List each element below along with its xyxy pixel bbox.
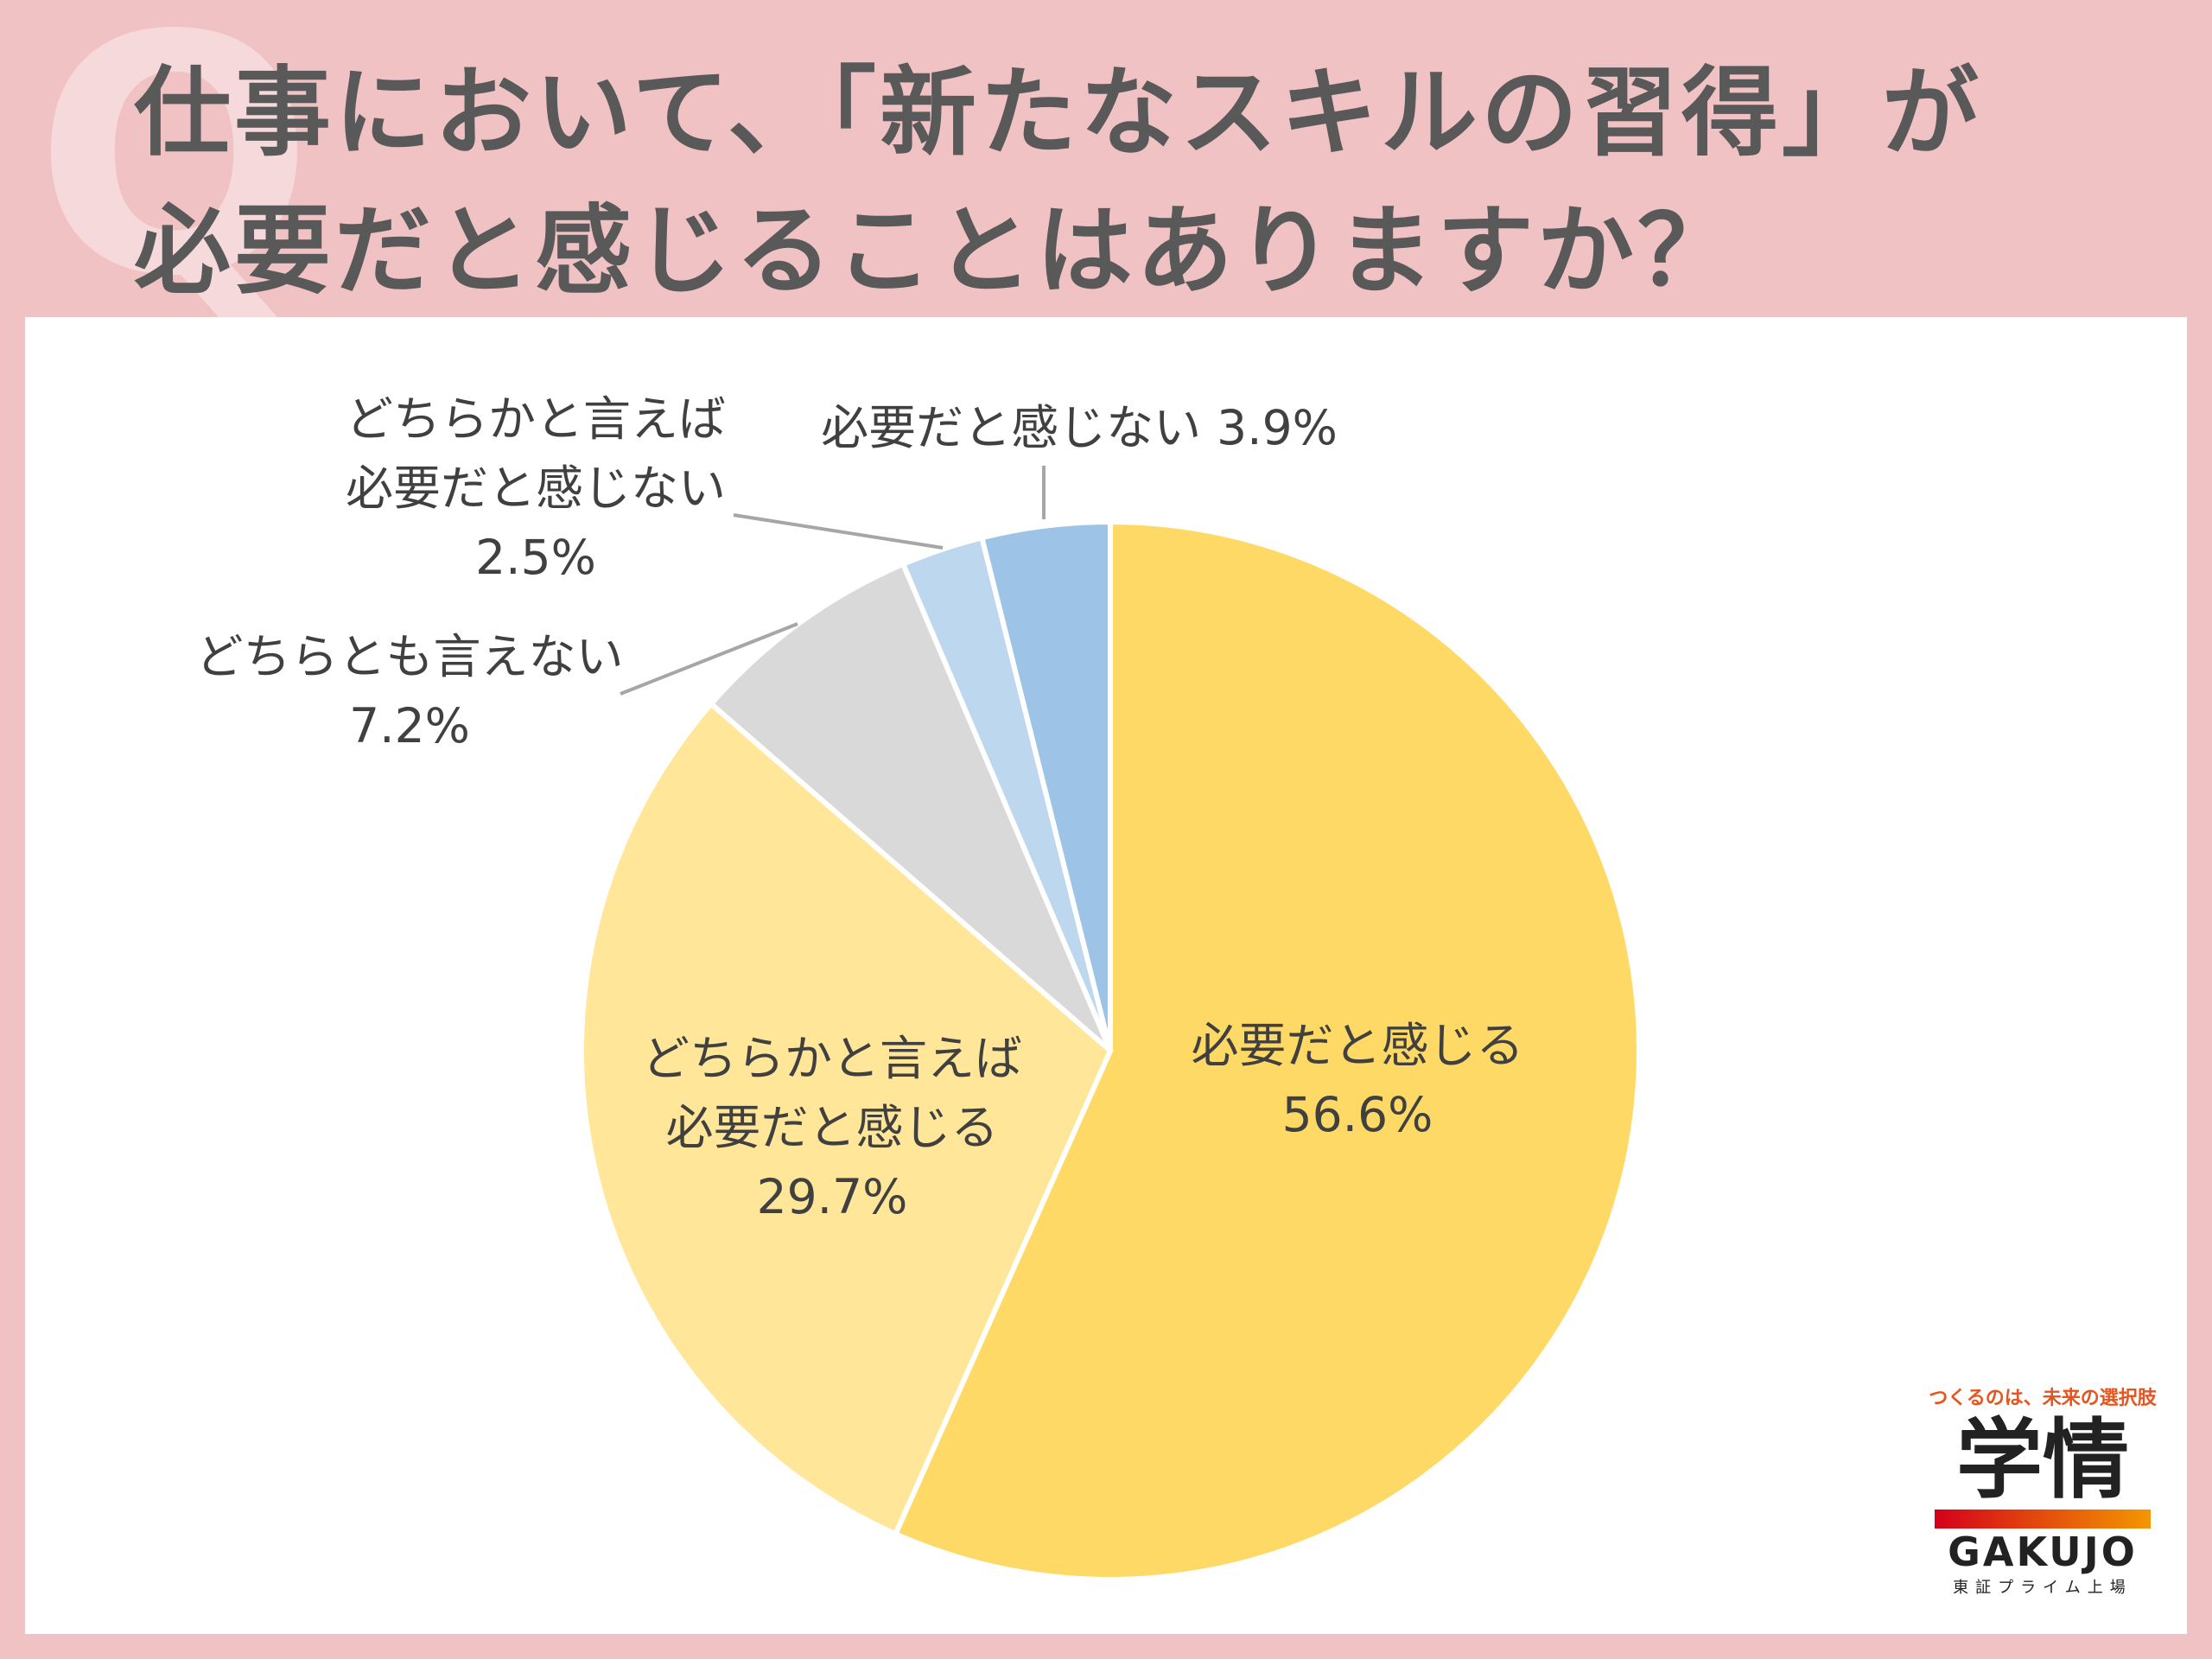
logo-name: 学情 [1956, 1409, 2129, 1510]
pie-slice [579, 700, 1114, 1538]
pie-slice [978, 518, 1113, 1052]
logo: つくるのは、未来の選択肢 学情 GAKUJO 東証プライム上場 [1917, 1382, 2168, 1598]
category-label: どちらかと言えば必要だと感じる [641, 1031, 1022, 1155]
leader-line [620, 622, 798, 696]
leader-line [733, 513, 944, 550]
logo-note: 東証プライム上場 [1953, 1579, 2133, 1597]
category-label: 必要だと感じる [1191, 1018, 1524, 1073]
category-label: どちらとも言えない [195, 629, 624, 684]
category-label: どちらかと言えば必要だと感じない [345, 391, 726, 516]
value-label: 29.7% [756, 1169, 908, 1224]
pie-slice [892, 518, 1642, 1582]
data-label: どちらとも言えない 7.2% [168, 622, 652, 760]
data-label: 必要だと感じる 56.6% [1159, 1011, 1556, 1149]
logo-tagline: つくるのは、未来の選択肢 [1929, 1388, 2157, 1409]
logo-latin: GAKUJO [1948, 1529, 2138, 1575]
title-line: 仕事において、「新たなスキルの習得」が [134, 57, 1983, 169]
value-label: 3.9% [1217, 400, 1338, 455]
logo-bar [1935, 1510, 2151, 1529]
badge: Q [35, 0, 315, 348]
value-label: 7.2% [349, 698, 470, 753]
value-label: 56.6% [1281, 1087, 1433, 1142]
category-label: 必要だと感じない [821, 400, 1202, 455]
value-label: 2.5% [475, 530, 596, 585]
pie-slice [707, 560, 1113, 1053]
data-label: どちらかと言えば必要だと感じない 2.5% [337, 385, 734, 592]
data-label: 必要だと感じない 3.9% [777, 393, 1382, 462]
data-label: どちらかと言えば必要だと感じる 29.7% [633, 1024, 1031, 1231]
title-line: 必要だと感じることはありますか？ [134, 195, 1738, 308]
